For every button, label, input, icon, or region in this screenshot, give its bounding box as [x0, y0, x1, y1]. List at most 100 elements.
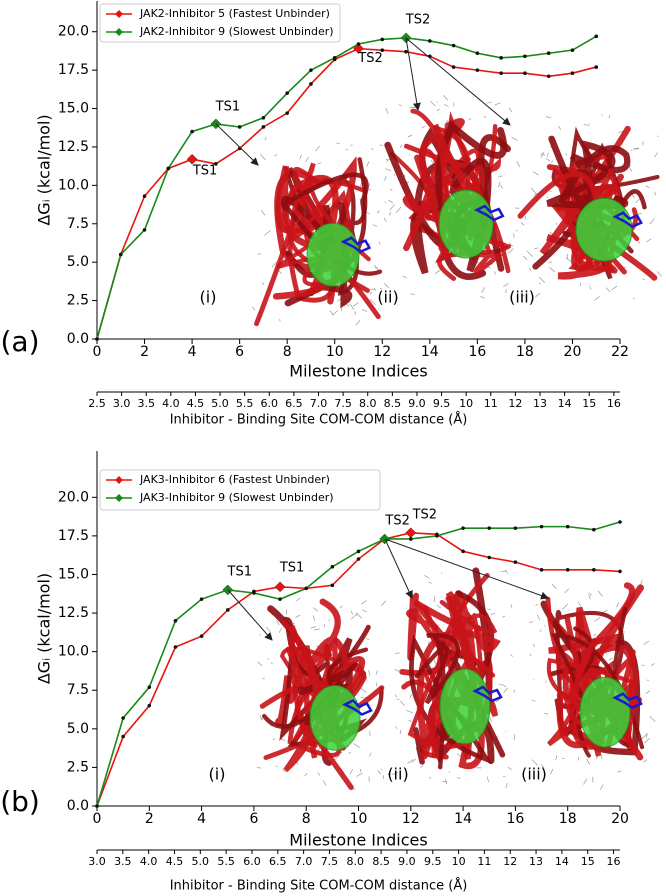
atom-stick — [385, 168, 392, 172]
atom-stick — [276, 620, 280, 626]
x-tick-label: 12 — [373, 344, 391, 360]
atom-stick — [304, 772, 308, 777]
atom-stick — [650, 663, 655, 666]
x-tick-label: 20 — [611, 811, 629, 827]
x2-tick-label: 4.0 — [162, 397, 180, 410]
atom-stick — [356, 612, 363, 619]
atom-stick — [385, 158, 389, 161]
atom-stick — [384, 176, 387, 181]
arrow — [384, 538, 413, 599]
legend-box — [99, 3, 341, 43]
atom-stick — [329, 310, 334, 316]
x2-tick-label: 3.0 — [88, 855, 106, 868]
x2-tick-label: 3.5 — [114, 855, 132, 868]
atom-stick — [557, 125, 562, 130]
data-point — [278, 597, 282, 601]
atom-stick — [371, 148, 374, 151]
atom-stick — [373, 287, 376, 291]
atom-stick — [361, 688, 367, 693]
data-point — [147, 685, 152, 689]
data-point — [237, 125, 242, 129]
atom-stick — [362, 609, 368, 613]
x-tick-label: 16 — [506, 811, 524, 827]
atom-stick — [537, 614, 540, 620]
atom-stick — [368, 670, 370, 676]
helix-ribbon — [517, 168, 615, 272]
atom-stick — [562, 603, 569, 610]
atom-stick — [436, 605, 442, 609]
atom-stick — [535, 293, 541, 298]
data-point — [356, 42, 361, 46]
ligand — [474, 204, 505, 222]
atom-stick — [430, 100, 436, 107]
helix-ribbon — [275, 223, 351, 287]
x2-tick-label: 16 — [607, 855, 621, 868]
ligand — [342, 698, 373, 716]
atom-stick — [436, 108, 440, 112]
atom-stick — [384, 283, 390, 289]
atom-stick — [649, 715, 656, 722]
atom-stick — [257, 253, 261, 255]
atom-stick — [551, 583, 557, 590]
atom-stick — [278, 270, 282, 274]
x-tick-label: 4 — [188, 344, 197, 360]
atom-stick — [394, 652, 400, 654]
atom-stick — [369, 291, 373, 295]
data-point — [523, 71, 527, 76]
x2-tick-label: 7.0 — [310, 397, 328, 410]
x2-tick-label: 8.5 — [384, 397, 402, 410]
data-point — [513, 560, 518, 564]
binding-pocket — [309, 685, 361, 751]
protein-image — [384, 95, 521, 303]
data-point — [404, 49, 408, 54]
atom-stick — [588, 594, 591, 600]
atom-stick — [421, 125, 426, 129]
atom-stick — [314, 145, 321, 152]
data-point — [499, 56, 503, 60]
atom-stick — [540, 151, 544, 158]
atom-stick — [317, 162, 322, 165]
atom-stick — [331, 310, 339, 316]
atom-stick — [407, 759, 414, 764]
image-label: (iii) — [509, 288, 535, 307]
atom-stick — [279, 319, 281, 322]
atom-stick — [433, 659, 437, 664]
atom-stick — [608, 115, 610, 119]
data-point — [618, 569, 622, 574]
data-point — [565, 568, 570, 572]
atom-stick — [443, 95, 449, 101]
y-tick-label: 10.0 — [58, 644, 89, 660]
data-point — [461, 526, 465, 530]
atom-stick — [410, 293, 415, 295]
atom-stick — [493, 271, 497, 275]
atom-stick — [368, 188, 371, 191]
x-axis-title: Milestone Indices — [289, 362, 427, 381]
atom-stick — [428, 581, 432, 584]
image-label: (i) — [209, 765, 226, 784]
atom-stick — [490, 613, 495, 615]
atom-stick — [500, 570, 507, 573]
data-point — [487, 555, 492, 560]
x2-tick-label: 13 — [533, 397, 547, 410]
x2-tick-label: 16 — [607, 397, 621, 410]
x2-tick-label: 4.5 — [187, 397, 205, 410]
x-tick-label: 16 — [468, 344, 486, 360]
atom-stick — [498, 181, 501, 188]
protein-image — [256, 597, 387, 791]
atom-stick — [656, 135, 659, 137]
atom-stick — [407, 134, 413, 138]
atom-stick — [369, 731, 371, 737]
atom-stick — [372, 224, 378, 227]
atom-stick — [526, 250, 533, 257]
data-point — [199, 597, 204, 601]
atom-stick — [510, 654, 514, 657]
data-point — [451, 43, 456, 48]
atom-stick — [528, 267, 532, 272]
atom-stick — [546, 152, 549, 157]
legend-label: JAK2-Inhibitor 5 (Fastest Unbinder) — [139, 7, 330, 20]
atom-stick — [500, 184, 503, 189]
x2-tick-label: 15 — [582, 397, 596, 410]
data-point — [214, 162, 218, 166]
x2-tick-label: 8.0 — [347, 855, 365, 868]
atom-stick — [433, 596, 436, 603]
